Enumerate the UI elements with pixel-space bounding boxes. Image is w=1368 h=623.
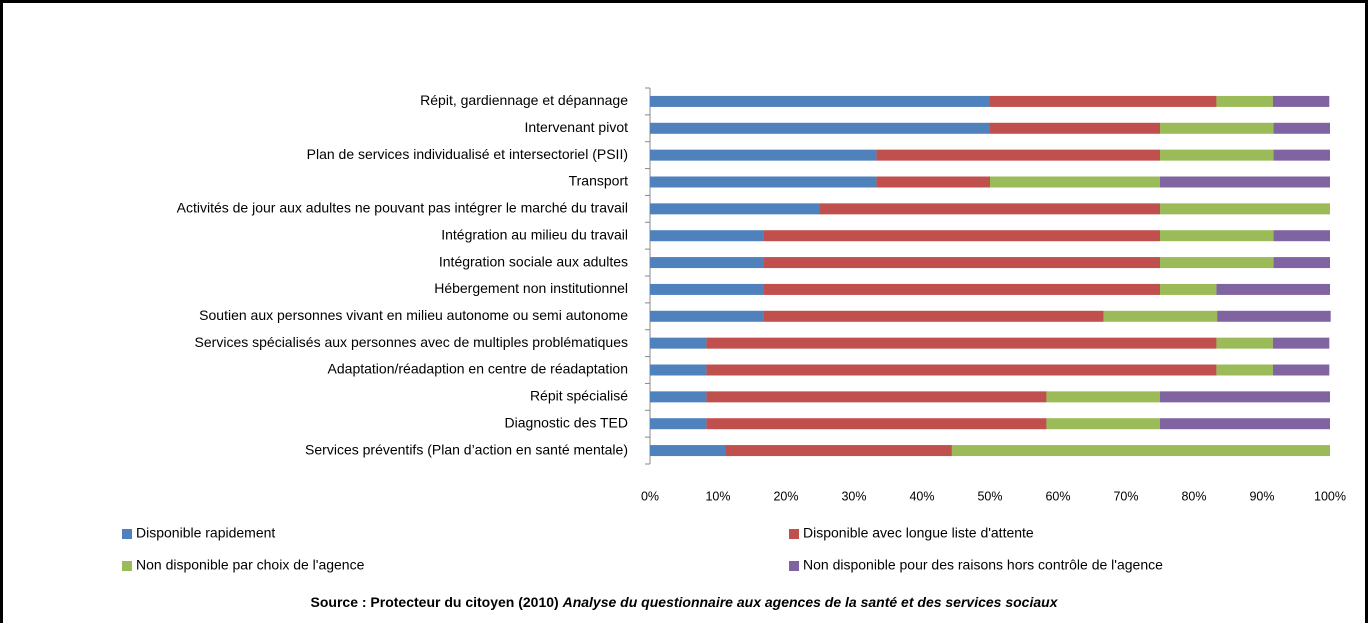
category-label: Services préventifs (Plan d’action en sa… [305, 441, 628, 457]
bar-segment [650, 149, 877, 161]
x-tick-label: 0% [641, 489, 659, 503]
bar-segment [1046, 391, 1160, 403]
bar-segment [1160, 176, 1330, 188]
bar-segment [1272, 337, 1330, 349]
bar-segment [990, 95, 1217, 107]
x-tick-label: 10% [705, 489, 730, 503]
legend-swatch [789, 529, 799, 539]
bar-segment [650, 310, 764, 322]
bar-segment [1216, 337, 1273, 349]
bar-segment [763, 283, 1160, 295]
source-label: Source : Protecteur du citoyen (2010) [311, 594, 559, 610]
bar-segment [763, 310, 1104, 322]
x-tick-label: 30% [841, 489, 866, 503]
category-label: Activités de jour aux adultes ne pouvant… [177, 200, 628, 216]
bar-segment [1160, 149, 1274, 161]
bar-segment [1160, 230, 1274, 242]
category-label: Intervenant pivot [524, 119, 628, 135]
category-label: Répit, gardiennage et dépannage [420, 92, 628, 108]
bar-segment [650, 176, 877, 188]
bar-segment [650, 445, 726, 457]
legend-label: Non disponible pour des raisons hors con… [803, 557, 1163, 573]
bar-segment [1272, 364, 1330, 376]
bar-segment [725, 445, 952, 457]
bar-segment [650, 391, 707, 403]
x-tick-label: 40% [909, 489, 934, 503]
legend-swatch [789, 561, 799, 571]
legend-swatch [122, 529, 132, 539]
category-label: Hébergement non institutionnel [434, 280, 628, 296]
bar-segment [650, 230, 764, 242]
bar-segment [876, 149, 1160, 161]
bar-segment [876, 176, 990, 188]
bar-segment [1216, 364, 1273, 376]
category-label: Adaptation/réadaption en centre de réada… [328, 361, 628, 377]
bar-segment [1217, 310, 1331, 322]
bar-segment [951, 445, 1330, 457]
category-label: Transport [569, 173, 629, 189]
bar-segment [650, 203, 820, 215]
category-label: Plan de services individualisé et inters… [307, 146, 628, 162]
bar-segment [706, 337, 1217, 349]
x-tick-label: 60% [1045, 489, 1070, 503]
bar-segment [990, 176, 1160, 188]
category-label: Soutien aux personnes vivant en milieu a… [199, 307, 628, 323]
bar-segment [763, 257, 1160, 269]
source-title: Analyse du questionnaire aux agences de … [562, 594, 1059, 610]
bar-segment [650, 283, 764, 295]
bar-segment [706, 364, 1217, 376]
bar-segment [1160, 418, 1330, 430]
legend-swatch [122, 561, 132, 571]
bar-segment [650, 257, 764, 269]
category-label: Intégration au milieu du travail [441, 226, 628, 242]
x-tick-label: 80% [1181, 489, 1206, 503]
x-tick-label: 100% [1314, 489, 1346, 503]
bar-segment [650, 122, 990, 134]
bar-segment [1103, 310, 1218, 322]
legend-label: Disponible avec longue liste d'attente [803, 525, 1034, 541]
bar-segment [706, 418, 1047, 430]
bar-segment [1272, 95, 1330, 107]
source: Source : Protecteur du citoyen (2010) An… [311, 594, 1059, 610]
bar-segment [763, 230, 1160, 242]
bar-segment [1160, 257, 1274, 269]
bar-segment [1046, 418, 1160, 430]
category-label: Répit spécialisé [530, 388, 628, 404]
legend-label: Non disponible par choix de l'agence [136, 557, 365, 573]
bar-segment [1216, 283, 1330, 295]
bar-segment [650, 364, 707, 376]
x-tick-label: 50% [977, 489, 1002, 503]
bar-segment [1160, 391, 1330, 403]
x-tick-label: 70% [1113, 489, 1138, 503]
bar-segment [1273, 149, 1330, 161]
bar-segment [650, 95, 990, 107]
x-tick-label: 90% [1249, 489, 1274, 503]
bar-segment [650, 337, 707, 349]
category-label: Intégration sociale aux adultes [439, 253, 628, 269]
x-tick-label: 20% [773, 489, 798, 503]
bar-segment [1160, 203, 1330, 215]
bar-segment [1216, 95, 1273, 107]
legend-label: Disponible rapidement [136, 525, 275, 541]
bar-segment [650, 418, 707, 430]
bar-segment [1273, 230, 1330, 242]
bar-segment [820, 203, 1160, 215]
bar-segment [1160, 122, 1274, 134]
bar-segment [990, 122, 1160, 134]
bar-segment [1160, 283, 1217, 295]
bar-segment [1273, 122, 1330, 134]
category-label: Diagnostic des TED [505, 414, 628, 430]
category-label: Services spécialisés aux personnes avec … [195, 334, 628, 350]
bar-segment [706, 391, 1047, 403]
bar-segment [1273, 257, 1330, 269]
